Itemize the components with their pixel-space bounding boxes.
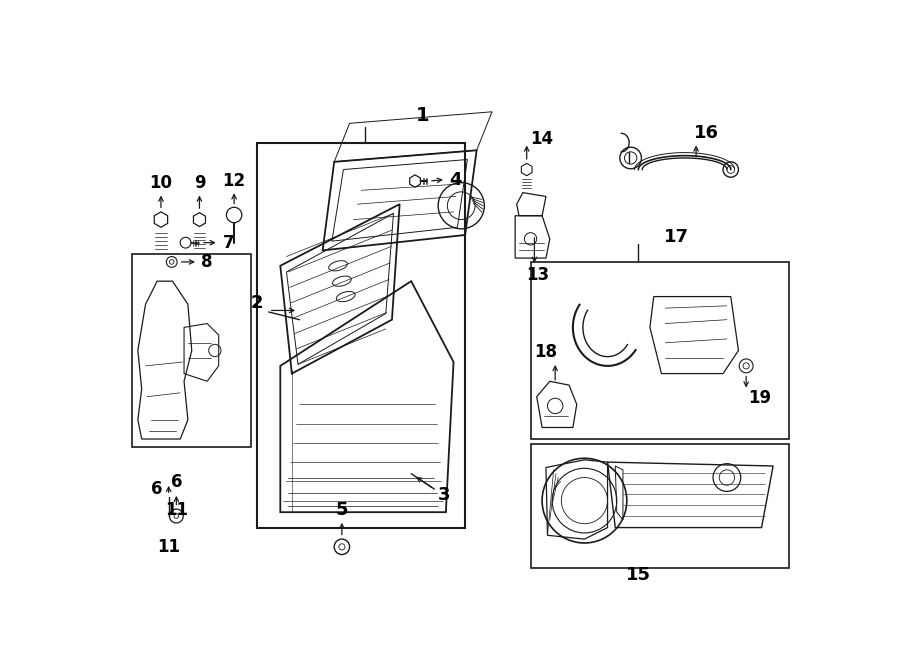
Text: 17: 17 — [664, 228, 689, 246]
Text: 13: 13 — [526, 266, 550, 284]
Text: 6: 6 — [151, 480, 163, 498]
Text: 8: 8 — [202, 253, 213, 271]
Text: 11: 11 — [158, 538, 180, 556]
Text: 11: 11 — [165, 501, 188, 519]
Text: 12: 12 — [222, 172, 246, 190]
Text: 16: 16 — [694, 124, 718, 142]
Text: 2: 2 — [251, 294, 264, 312]
Text: 9: 9 — [194, 173, 205, 191]
Bar — [131, 254, 251, 447]
Text: 7: 7 — [223, 234, 235, 252]
Bar — [257, 142, 465, 528]
Text: 18: 18 — [535, 343, 557, 361]
Text: 4: 4 — [449, 171, 462, 189]
Text: 15: 15 — [626, 566, 651, 585]
Text: 1: 1 — [416, 106, 429, 125]
Text: 19: 19 — [749, 389, 771, 407]
Text: 3: 3 — [438, 487, 451, 504]
Text: 6: 6 — [171, 473, 182, 491]
Text: 14: 14 — [530, 130, 554, 148]
Text: 5: 5 — [336, 501, 348, 519]
Bar — [530, 262, 788, 439]
Text: 10: 10 — [149, 173, 173, 191]
Bar — [530, 444, 788, 567]
